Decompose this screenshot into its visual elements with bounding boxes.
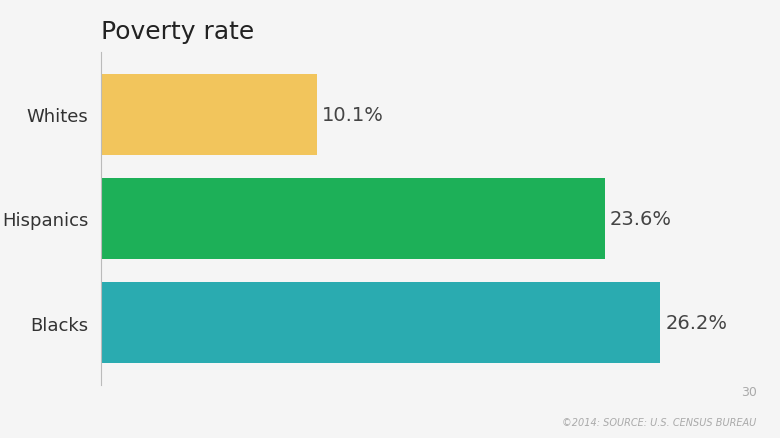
Bar xyxy=(101,178,604,260)
Bar xyxy=(101,74,317,155)
Bar xyxy=(101,283,660,364)
Text: 30: 30 xyxy=(741,385,757,399)
Text: 26.2%: 26.2% xyxy=(665,314,727,332)
Text: 10.1%: 10.1% xyxy=(322,106,384,124)
Text: Poverty rate: Poverty rate xyxy=(101,20,254,44)
Text: 23.6%: 23.6% xyxy=(610,209,672,229)
Text: ©2014: SOURCE: U.S. CENSUS BUREAU: ©2014: SOURCE: U.S. CENSUS BUREAU xyxy=(562,417,757,427)
